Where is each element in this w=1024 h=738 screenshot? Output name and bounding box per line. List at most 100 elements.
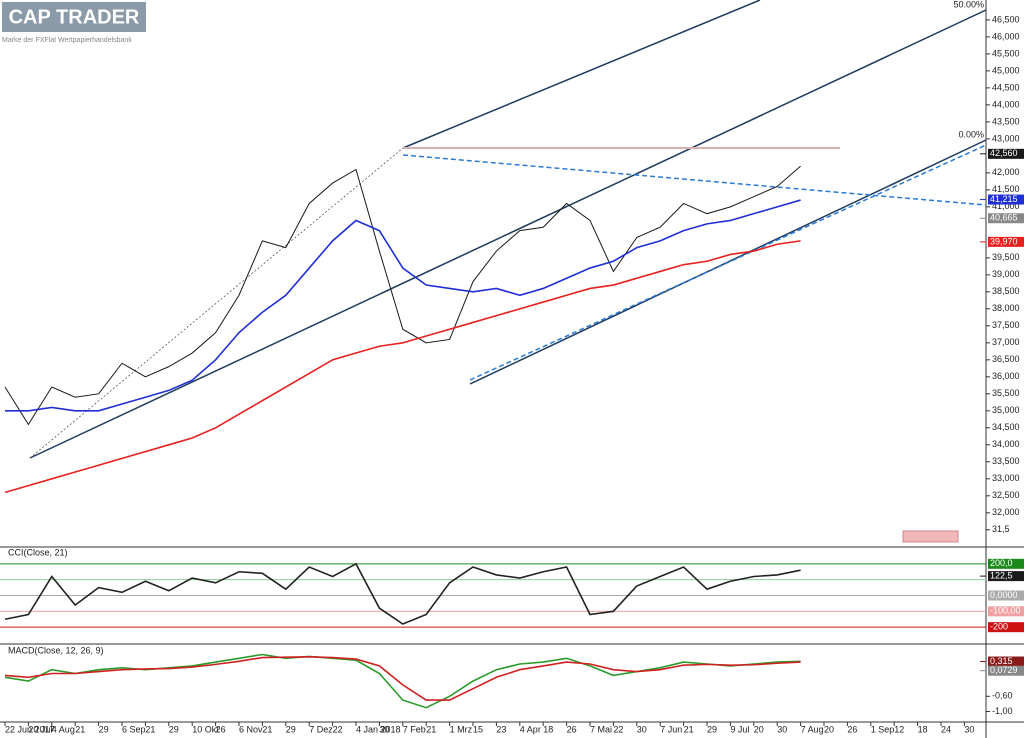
y-tick-label: 34,000 <box>992 439 1020 449</box>
x-tick-label: 18 <box>543 724 553 734</box>
x-tick-label: 6 Nov <box>239 724 263 734</box>
x-tick-label: 22 <box>333 724 343 734</box>
x-tick-label: 18 <box>918 724 928 734</box>
price-tag <box>988 665 1024 676</box>
price-tag <box>988 194 1024 205</box>
button[interactable] <box>902 530 959 543</box>
x-tick-label: 26 <box>847 724 857 734</box>
panel-title: MACD(Close, 12, 26, 9) <box>8 645 104 655</box>
y-tick-label: 41,500 <box>992 184 1020 194</box>
x-tick-label: 1 Mrz <box>450 724 473 734</box>
price-tag <box>988 571 1024 582</box>
x-tick-label: 10 Okt <box>192 724 219 734</box>
y-tick-label: 37,000 <box>992 337 1020 347</box>
x-tick-label: 26 <box>567 724 577 734</box>
x-tick-label: 4 Jan 2018 <box>356 724 401 734</box>
price-tag <box>988 236 1024 247</box>
price-tag-label: 39,970 <box>990 236 1018 246</box>
x-tick-label: 21 <box>75 724 85 734</box>
logo-title: CAP TRADER <box>9 6 140 28</box>
series-line <box>4 562 801 625</box>
y-tick-label: 37,500 <box>992 320 1020 330</box>
y-tick-label: 44,500 <box>992 82 1020 92</box>
series-line <box>4 240 801 494</box>
x-tick-label: 30 <box>379 724 389 734</box>
y-tick-label: 38,500 <box>992 286 1020 296</box>
y-tick-label: 46,000 <box>992 31 1020 41</box>
x-tick-label: 7 Dez <box>309 724 333 734</box>
price-tag <box>988 590 1024 601</box>
y-tick-label: 46,500 <box>992 14 1020 24</box>
x-tick-label: 22 <box>613 724 623 734</box>
y-tick-label: 33,000 <box>992 473 1020 483</box>
x-tick-label: 26 <box>216 724 226 734</box>
y-tick-label: 36,500 <box>992 354 1020 364</box>
channel-line <box>29 9 987 459</box>
x-tick-label: 7 Jun <box>660 724 682 734</box>
y-tick-label: 45,000 <box>992 65 1020 75</box>
x-tick-label: 7 Aug <box>801 724 824 734</box>
x-tick-label: 21 <box>145 724 155 734</box>
x-tick-label: 21 <box>684 724 694 734</box>
annotation: 0.00% <box>958 129 984 139</box>
price-tag-label: -100,00 <box>990 606 1021 616</box>
trend-line <box>402 154 987 206</box>
y-tick-label: 35,000 <box>992 405 1020 415</box>
y-tick-label: 44,000 <box>992 99 1020 109</box>
price-tag-label: 0,315 <box>990 656 1013 666</box>
y-tick-label: 34,500 <box>992 422 1020 432</box>
series-line <box>4 165 801 426</box>
price-tag-label: 200,0 <box>990 558 1013 568</box>
y-tick-label: 41,000 <box>992 201 1020 211</box>
x-tick-label: 29 <box>707 724 717 734</box>
x-tick-label: 20 Jul <box>28 724 52 734</box>
x-tick-label: 1 Sep <box>871 724 895 734</box>
price-tag <box>988 606 1024 617</box>
channel-line <box>402 0 761 149</box>
x-tick-label: 4 Apr <box>520 724 541 734</box>
y-tick-label: 33,500 <box>992 456 1020 466</box>
annotation: 50.00% <box>953 0 984 9</box>
x-tick-label: 24 <box>941 724 951 734</box>
x-tick-label: 20 <box>754 724 764 734</box>
price-tag <box>988 622 1024 633</box>
price-tag-label: 40,665 <box>990 213 1018 223</box>
price-tag-label: -200 <box>990 622 1008 632</box>
price-tag-label: 42,560 <box>990 148 1018 158</box>
x-tick-label: 29 <box>169 724 179 734</box>
x-tick-label: 29 <box>99 724 109 734</box>
series-line <box>4 655 801 701</box>
x-tick-label: 6 Sep <box>122 724 146 734</box>
x-tick-label: 23 <box>496 724 506 734</box>
price-tag-label: 0,0000 <box>990 590 1018 600</box>
x-tick-label: 21 <box>262 724 272 734</box>
logo-box <box>2 2 146 32</box>
price-tag-label: 122,5 <box>990 570 1013 580</box>
panel-title: CCI(Close, 21) <box>8 547 68 557</box>
x-tick-label: 30 <box>637 724 647 734</box>
y-tick-label: 36,000 <box>992 371 1020 381</box>
series-line <box>5 199 801 412</box>
price-tag-label: 41,215 <box>990 194 1018 204</box>
y-tick-label: 42,000 <box>992 167 1020 177</box>
y-tick-label: 32,000 <box>992 507 1020 517</box>
logo-subtitle: Marke der FXFlat Wertpapierhandelsbank <box>2 37 132 44</box>
price-tag <box>988 148 1024 159</box>
y-tick-label: -0,60 <box>992 691 1013 701</box>
y-tick-label: 43,500 <box>992 116 1020 126</box>
fib-line <box>29 147 404 459</box>
x-tick-label: 7 Mai <box>590 724 612 734</box>
x-tick-label: 7 Feb <box>403 724 426 734</box>
y-tick-label: 39,000 <box>992 269 1020 279</box>
price-tag-label: 0,0729 <box>990 665 1018 675</box>
y-tick-label: 38,000 <box>992 303 1020 313</box>
x-tick-label: 12 <box>894 724 904 734</box>
y-tick-label: 31,5 <box>992 524 1010 534</box>
y-tick-label: 43,000 <box>992 133 1020 143</box>
x-tick-label: 20 <box>824 724 834 734</box>
x-tick-label: 21 <box>426 724 436 734</box>
y-tick-label: 39,500 <box>992 252 1020 262</box>
price-tag <box>988 558 1024 569</box>
